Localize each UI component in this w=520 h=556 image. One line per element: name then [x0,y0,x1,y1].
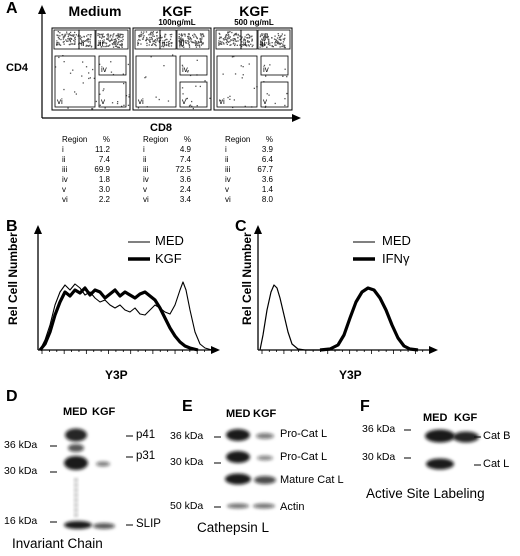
panel-e-marker-50: 50 kDa [170,500,203,512]
band-maturecatl-kgf [254,476,276,484]
band-smear-med [74,514,78,517]
panel-f-caption: Active Site Labeling [366,486,485,501]
band-label-pro-cat-l-1: Pro-Cat L [280,428,327,440]
panel-d-lane-kgf: KGF [92,406,115,418]
band-actin-kgf [253,504,275,509]
panel-d-marker-30: 30 kDa [4,465,37,477]
band-label-cat-b: Cat B [483,430,511,442]
band-p41-med [65,429,87,442]
band-label-actin: Actin [280,501,304,513]
panel-f-marker-36: 36 kDa [362,423,395,435]
panel-f-lane-med: MED [423,412,447,424]
band-catl-med [426,459,454,470]
band-catb-med [425,430,455,443]
band-label-mature-cat-l: Mature Cat L [280,474,344,486]
panel-f-marker-30: 30 kDa [362,451,395,463]
panel-e-marker-30: 30 kDa [170,456,203,468]
band-label-pro-cat-l-2: Pro-Cat L [280,451,327,463]
panel-d-label: D [6,388,18,406]
band-catb-kgf [453,432,479,443]
band-procatl1-med [226,429,250,441]
band-procatl2-med [226,451,250,463]
histogram-c [0,0,520,380]
panel-e-caption: Cathepsin L [197,520,269,535]
band-actin-med [227,504,249,509]
band-slip-med [64,521,92,529]
band-smear-med [74,484,78,487]
hist-c-curve-ifng [320,288,418,350]
band-smear-med [74,499,78,502]
band-smear-med [74,489,78,492]
band-p31-med [64,456,88,470]
hist-c-curve-med [260,285,340,350]
band-p41b-med [68,444,84,452]
band-label-slip: SLIP [136,518,161,530]
panel-e-label: E [182,398,193,416]
band-smear-med [74,504,78,507]
band-smear-med [74,479,78,482]
band-slip-kgf [93,523,115,529]
panel-d-marker-16: 16 kDa [4,515,37,527]
panel-f-label: F [360,398,370,416]
band-label-cat-l: Cat L [483,458,509,470]
band-smear-med [74,494,78,497]
panel-d-marker-36: 36 kDa [4,439,37,451]
panel-d-lane-med: MED [63,406,87,418]
band-p31-kgf [96,462,110,467]
hist-c-y-arrow [254,225,262,234]
band-procatl1-kgf [256,433,274,439]
panel-e-marker-36: 36 kDa [170,430,203,442]
panel-f-lane-kgf: KGF [454,412,477,424]
band-maturecatl-med [225,474,251,485]
band-label-p31: p31 [136,450,155,462]
band-procatl2-kgf [257,456,273,461]
band-label-p41: p41 [136,429,155,441]
panel-e-lane-med: MED [226,408,250,420]
panel-e-lane-kgf: KGF [253,408,276,420]
panel-d-caption: Invariant Chain [12,536,103,551]
band-smear-med [74,509,78,512]
